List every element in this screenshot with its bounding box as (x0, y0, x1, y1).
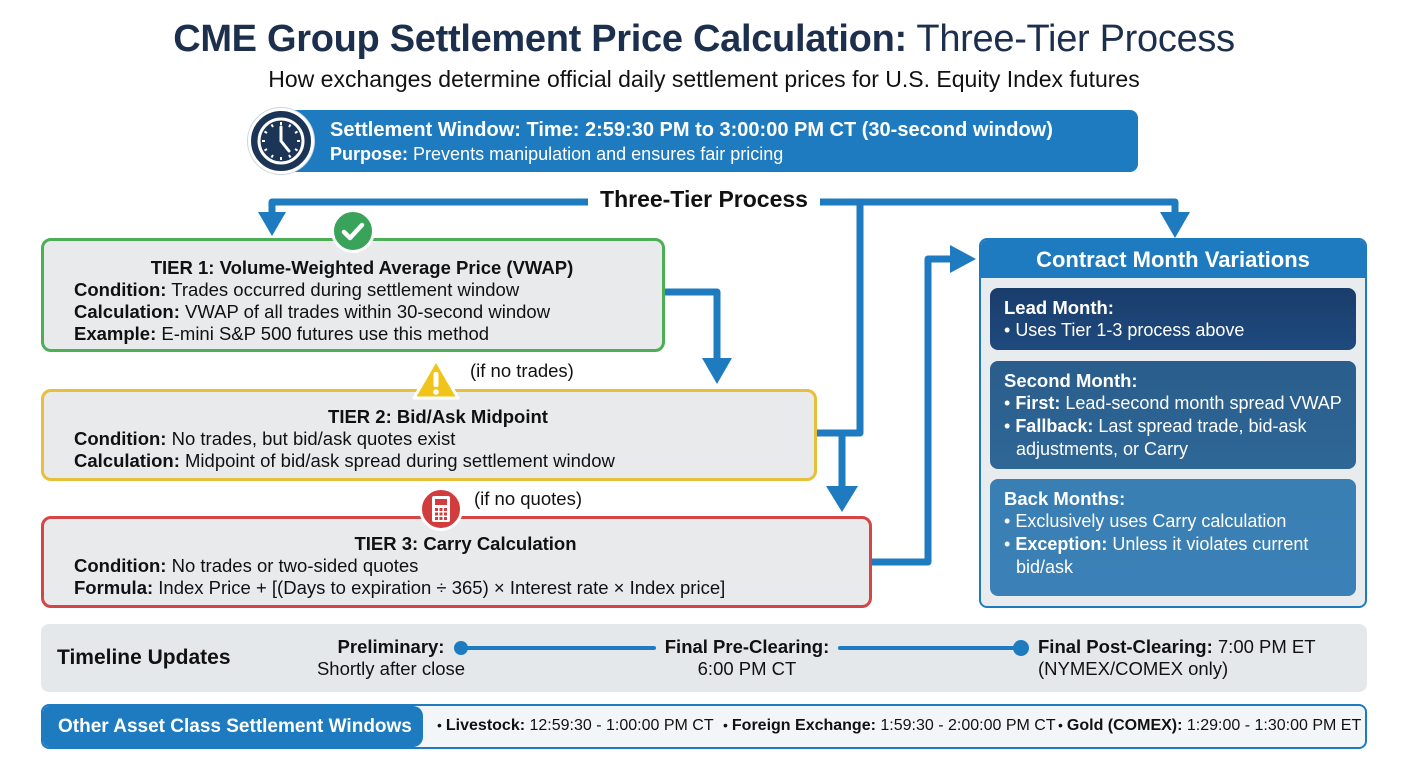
settlement-window-banner: Settlement Window: Time: 2:59:30 PM to 3… (272, 110, 1138, 172)
lead-month-card: Lead Month: • Uses Tier 1-3 process abov… (990, 288, 1356, 350)
tier-2-box: TIER 2: Bid/Ask Midpoint Condition: No t… (41, 389, 817, 481)
lead-month-heading: Lead Month: (1004, 297, 1114, 318)
timeline-step-post-clearing: Final Post-Clearing: 7:00 PM ET (NYMEX/C… (1038, 636, 1316, 679)
page-title: CME Group Settlement Price Calculation: … (0, 18, 1408, 61)
condition-if-no-trades: (if no trades) (470, 360, 574, 381)
condition-if-no-quotes: (if no quotes) (474, 488, 582, 509)
settlement-window-time: Settlement Window: Time: 2:59:30 PM to 3… (330, 119, 1053, 141)
lead-month-item: • Uses Tier 1-3 process above (1004, 320, 1245, 340)
calculator-icon (419, 487, 463, 531)
second-month-item: • Fallback: Last spread trade, bid-ask a… (1004, 416, 1307, 459)
back-months-heading: Back Months: (1004, 488, 1126, 509)
check-circle-icon (331, 209, 375, 253)
tier-1-title: TIER 1: Volume-Weighted Average Price (V… (150, 257, 574, 278)
timeline-dot (454, 641, 468, 655)
purpose-label: Purpose: (330, 144, 409, 164)
tier-2-title: TIER 2: Bid/Ask Midpoint (328, 406, 548, 427)
asset-window-livestock: • Livestock: 12:59:30 - 1:00:00 PM CT (437, 717, 714, 734)
back-months-item: • Exclusively uses Carry calculation (1004, 511, 1287, 531)
warning-triangle-icon (412, 358, 460, 400)
timeline-step-pre-clearing: Final Pre-Clearing: 6:00 PM CT (664, 636, 830, 679)
second-month-card: Second Month: • First: Lead-second month… (990, 361, 1356, 469)
tier-3-title: TIER 3: Carry Calculation (354, 533, 577, 554)
contract-month-variations-panel: Contract Month Variations Lead Month: • … (979, 238, 1367, 608)
timeline-dot (1013, 640, 1029, 656)
title-bold: CME Group Settlement Price Calculation: (173, 18, 907, 60)
three-tier-process-label: Three-Tier Process (588, 186, 820, 213)
timeline-title: Timeline Updates (57, 646, 231, 669)
tier-1-row: Calculation: VWAP of all trades within 3… (74, 301, 551, 322)
tier-3-box: TIER 3: Carry Calculation Condition: No … (41, 516, 872, 608)
back-months-card: Back Months: • Exclusively uses Carry ca… (990, 479, 1356, 596)
timeline-line (462, 646, 656, 650)
timeline-line (838, 646, 1020, 650)
timeline-panel (41, 624, 1367, 692)
tier-1-box: TIER 1: Volume-Weighted Average Price (V… (41, 238, 665, 352)
other-asset-settlement-bar: Other Asset Class Settlement Windows • Li… (41, 704, 1367, 749)
contract-month-title: Contract Month Variations (981, 240, 1365, 278)
title-regular: Three-Tier Process (916, 18, 1235, 60)
back-months-item: • Exception: Unless it violates current … (1004, 534, 1309, 577)
asset-window-gold: • Gold (COMEX): 1:29:00 - 1:30:00 PM ET (1058, 717, 1362, 734)
settlement-purpose: Purpose: Prevents manipulation and ensur… (330, 142, 1138, 166)
purpose-text: Prevents manipulation and ensures fair p… (413, 144, 784, 164)
tier-1-row: Example: E-mini S&P 500 futures use this… (74, 323, 490, 344)
second-month-item: • First: Lead-second month spread VWAP (1004, 393, 1342, 413)
tier-2-row: Calculation: Midpoint of bid/ask spread … (74, 450, 615, 471)
page-subtitle: How exchanges determine official daily s… (268, 66, 1140, 92)
clock-icon (248, 108, 314, 174)
tier-2-row: Condition: No trades, but bid/ask quotes… (74, 428, 456, 449)
tier-3-row: Formula: Index Price + [(Days to expirat… (74, 577, 726, 598)
timeline-step-preliminary: Preliminary: Shortly after close (316, 636, 466, 679)
tier-1-row: Condition: Trades occurred during settle… (74, 279, 520, 300)
other-asset-title: Other Asset Class Settlement Windows (43, 706, 423, 747)
second-month-heading: Second Month: (1004, 370, 1138, 391)
tier-3-row: Condition: No trades or two-sided quotes (74, 555, 419, 576)
asset-window-fx: • Foreign Exchange: 1:59:30 - 2:00:00 PM … (723, 717, 1056, 734)
